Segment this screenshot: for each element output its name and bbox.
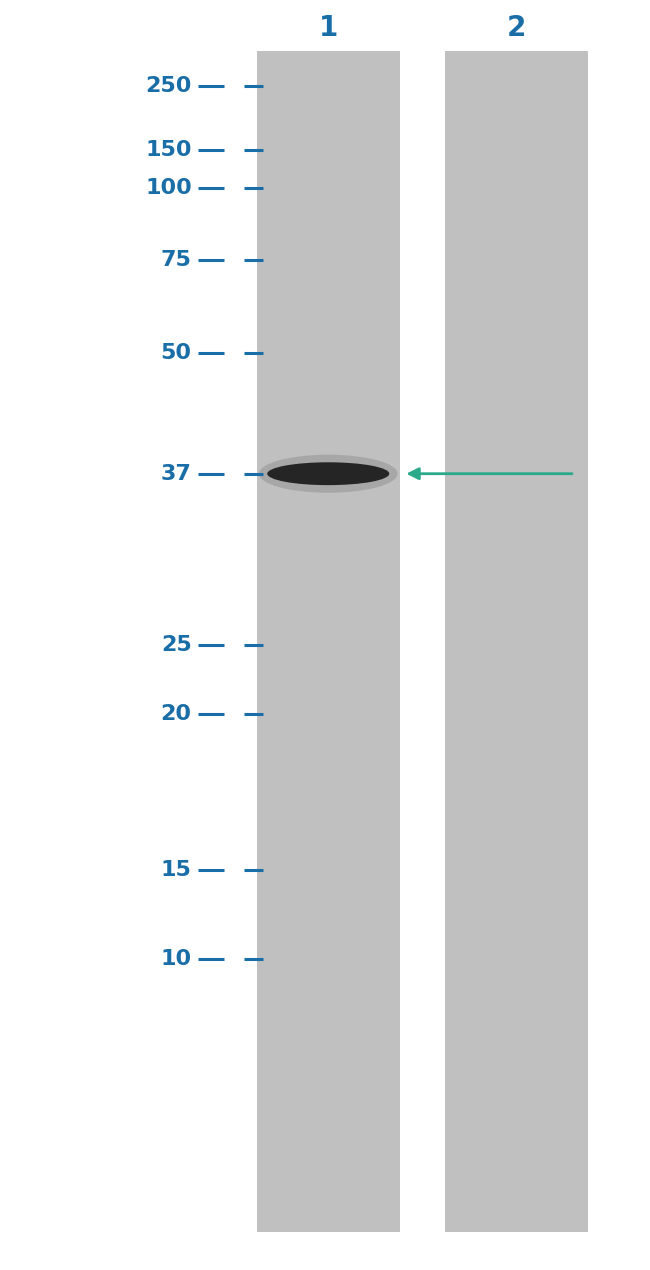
Text: 150: 150 — [145, 140, 192, 160]
Bar — [445, 51, 588, 1232]
Text: 20: 20 — [161, 704, 192, 724]
Bar — [257, 51, 400, 1232]
Text: 100: 100 — [145, 178, 192, 198]
Text: 250: 250 — [146, 76, 192, 97]
Text: 2: 2 — [507, 14, 526, 42]
Text: 75: 75 — [161, 250, 192, 271]
Ellipse shape — [267, 462, 389, 485]
Text: 15: 15 — [161, 860, 192, 880]
Ellipse shape — [259, 455, 398, 493]
Text: 1: 1 — [318, 14, 338, 42]
Text: 10: 10 — [161, 949, 192, 969]
Text: 50: 50 — [161, 343, 192, 363]
Text: 25: 25 — [161, 635, 192, 655]
Text: 37: 37 — [161, 464, 192, 484]
